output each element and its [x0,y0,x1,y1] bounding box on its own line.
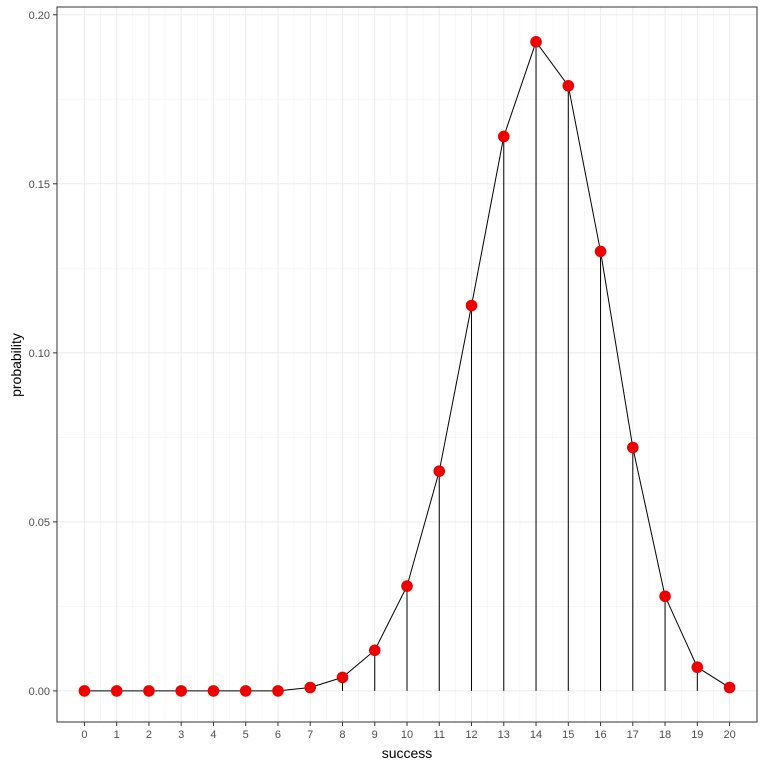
data-point [272,685,284,697]
y-axis-title: probability [8,333,24,397]
y-tick-label: 0.00 [29,686,50,698]
data-point [691,661,704,674]
x-tick-label: 16 [594,729,606,741]
stems [309,41,731,691]
x-tick-label: 2 [146,729,152,741]
x-axis-title: success [382,745,433,761]
data-point [336,671,349,684]
data-point [433,465,446,477]
x-tick-label: 15 [562,729,574,741]
data-point [304,681,317,694]
data-point [627,441,639,454]
x-tick-label: 5 [243,729,249,741]
x-tick-label: 18 [659,729,671,741]
x-tick-label: 20 [723,729,735,741]
data-point [497,130,510,143]
data-point [659,590,671,603]
x-axis: 0 1 2 3 4 5 6 7 8 9 10 11 12 13 14 15 16 17 18 19 20 [81,722,736,741]
x-tick-label: 14 [530,729,542,741]
x-tick-label: 11 [434,729,445,741]
data-point [401,580,413,592]
data-point [562,79,575,92]
data-point [175,685,187,697]
data-point [110,685,123,697]
y-tick-label: 0.05 [29,517,50,529]
y-axis: 0.00 0.05 0.10 0.15 0.20 [29,10,57,698]
x-tick-label: 19 [691,729,703,741]
x-tick-label: 0 [81,729,87,741]
x-tick-label: 7 [307,729,313,741]
x-tick-label: 9 [372,729,378,741]
x-tick-label: 10 [401,729,413,741]
x-tick-label: 3 [178,729,184,741]
data-point [723,681,736,694]
data-point [239,685,252,697]
data-point [368,644,381,657]
data-point [465,299,478,312]
y-tick-label: 0.20 [29,10,50,22]
y-tick-label: 0.15 [29,179,50,191]
x-tick-label: 8 [339,729,345,741]
x-tick-label: 4 [210,729,216,741]
x-tick-label: 17 [627,729,639,741]
data-point [207,685,220,697]
data-point [78,685,91,697]
x-tick-label: 12 [465,729,477,741]
x-tick-label: 13 [498,729,510,741]
data-point [530,36,542,48]
data-point [143,685,155,697]
data-points [78,36,736,697]
x-tick-label: 1 [114,729,120,741]
data-point [594,245,607,258]
minor-gridlines [57,7,757,722]
x-tick-label: 6 [275,729,281,741]
y-tick-label: 0.10 [29,348,50,360]
